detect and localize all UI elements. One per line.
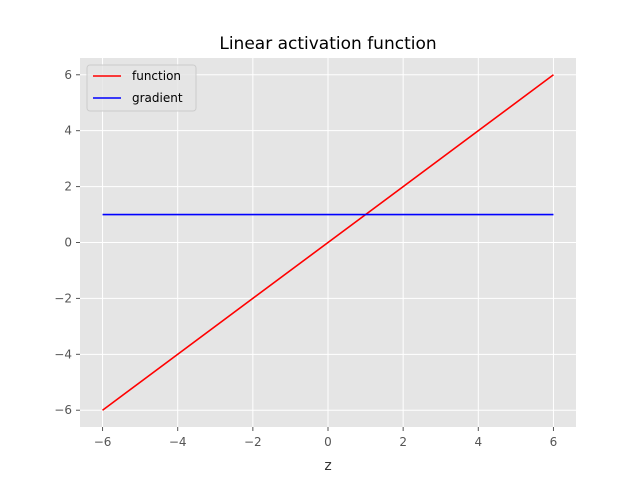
x-tick-label: 4 — [474, 435, 482, 449]
y-tick-label: 4 — [64, 124, 72, 138]
chart-title: Linear activation function — [219, 34, 436, 54]
y-tick-label: 6 — [64, 68, 72, 82]
y-tick-label: 2 — [64, 180, 72, 194]
x-tick-label: 2 — [399, 435, 407, 449]
x-tick-label: −2 — [244, 435, 262, 449]
x-tick-label: 0 — [324, 435, 332, 449]
legend-label-gradient: gradient — [132, 91, 183, 105]
y-tick-label: −2 — [54, 291, 72, 305]
legend-label-function: function — [132, 69, 181, 83]
y-tick-label: 0 — [64, 236, 72, 250]
series-line-function — [102, 74, 554, 411]
x-tick-label: −6 — [94, 435, 112, 449]
y-tick-label: −4 — [54, 347, 72, 361]
y-tick-labels: −6 −4 −2 0 2 4 6 — [54, 68, 80, 417]
legend: function gradient — [86, 64, 197, 112]
x-tick-label: −4 — [169, 435, 187, 449]
x-axis-label: z — [324, 458, 331, 474]
y-tick-label: −6 — [54, 403, 72, 417]
series-lines — [102, 74, 554, 411]
x-tick-label: 6 — [550, 435, 558, 449]
x-tick-labels: −6 −4 −2 0 2 4 6 — [94, 427, 558, 449]
